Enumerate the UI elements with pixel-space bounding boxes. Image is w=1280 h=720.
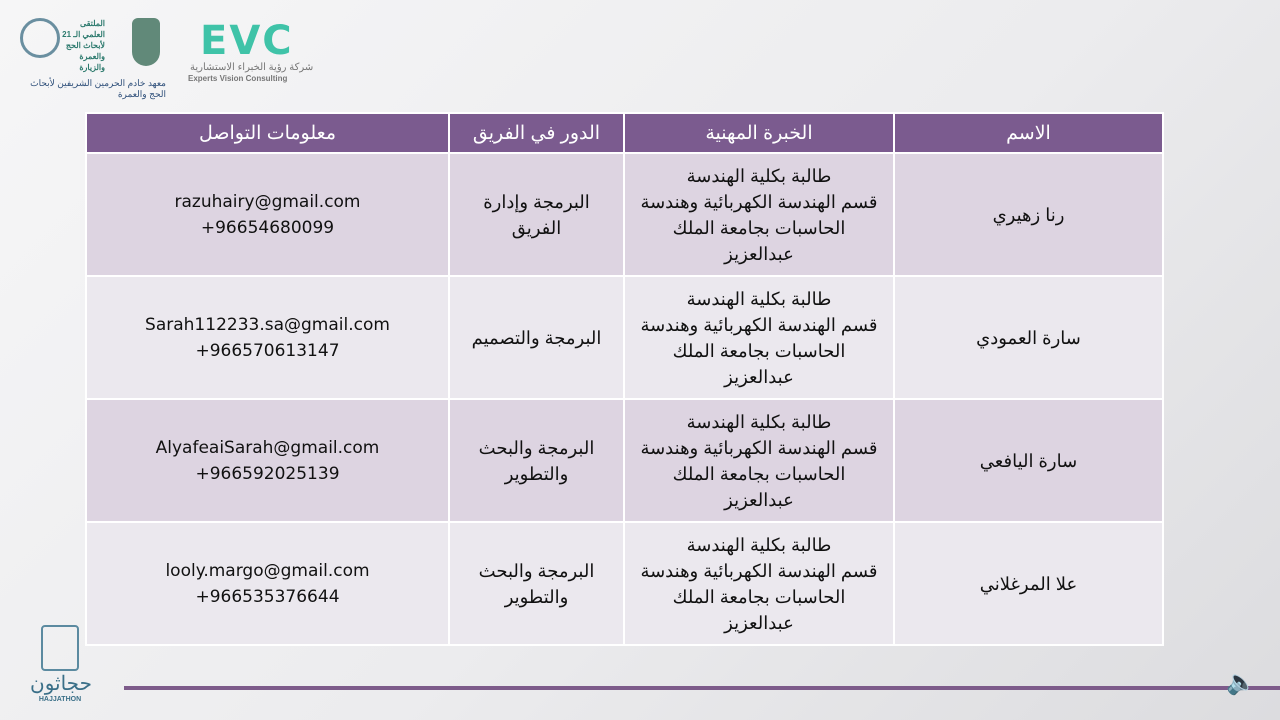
institute-logo: معهد خادم الحرمين الشريفين لأبحاث الحج و… [30,78,166,99]
footer-divider [124,686,1280,690]
member-role-line: البرمجة وإدارة [483,191,590,212]
member-experience-line: الحاسبات بجامعة الملك [672,340,846,361]
speaker-icon[interactable]: 🔈 [1226,669,1256,696]
member-contact-line: AlyafeaiSarah@gmail.com [155,437,380,458]
column-header: الخبرة المهنية [623,112,895,154]
member-name-line: سارة اليافعي [979,450,1078,471]
member-contact: AlyafeaiSarah@gmail.com +966592025139 [85,398,450,523]
member-name-line: رنا زهيري [992,204,1065,225]
member-experience-line: قسم الهندسة الكهربائية وهندسة [640,560,878,581]
member-contact-line: razuhairy@gmail.com [174,191,361,212]
member-role-line: البرمجة والبحث [478,560,595,581]
member-experience: طالبة بكلية الهندسة قسم الهندسة الكهربائي… [623,398,895,523]
team-table: الاسم الخبرة المهنية الدور في الفريق معلوما… [85,112,1164,646]
member-experience-line: الحاسبات بجامعة الملك [672,463,846,484]
member-contact-line: +96654680099 [200,217,335,238]
table-row: سارة العمودي طالبة بكلية الهندسة قسم الهند… [85,275,1164,400]
member-contact-line: looly.margo@gmail.com [165,560,370,581]
hajjathon-english: HAJJATHON [38,696,82,703]
member-experience-line: طالبة بكلية الهندسة [686,411,832,432]
member-experience-line: الحاسبات بجامعة الملك [672,586,846,607]
member-experience-line: عبدالعزيز [724,366,794,387]
member-contact: looly.margo@gmail.com +966535376644 [85,521,450,646]
university-seal-icon [132,18,160,66]
evc-english-name: Experts Vision Consulting [188,74,288,83]
member-experience-line: قسم الهندسة الكهربائية وهندسة [640,437,878,458]
member-contact: Sarah112233.sa@gmail.com +966570613147 [85,275,450,400]
table-row: رنا زهيري طالبة بكلية الهندسة قسم الهندسة … [85,152,1164,277]
evc-logo: EVC [200,18,294,64]
table-row: علا المرغلاني طالبة بكلية الهندسة قسم الهن… [85,521,1164,646]
table-row: سارة اليافعي طالبة بكلية الهندسة قسم الهند… [85,398,1164,523]
member-experience: طالبة بكلية الهندسة قسم الهندسة الكهربائي… [623,521,895,646]
member-contact-line: +966570613147 [195,340,340,361]
member-experience: طالبة بكلية الهندسة قسم الهندسة الكهربائي… [623,152,895,277]
member-role: البرمجة والبحث والتطوير [448,398,625,523]
member-role: البرمجة والبحث والتطوير [448,521,625,646]
member-experience-line: الحاسبات بجامعة الملك [672,217,846,238]
member-experience-line: عبدالعزيز [724,243,794,264]
member-experience-line: قسم الهندسة الكهربائية وهندسة [640,314,878,335]
column-header: معلومات التواصل [85,112,450,154]
evc-arabic-name: شركة رؤية الخبراء الاستشارية [190,62,314,73]
member-role: البرمجة وإدارة الفريق [448,152,625,277]
member-name: سارة العمودي [893,275,1164,400]
member-contact-line: +966592025139 [195,463,340,484]
conference-logo-text: الملتقى العلمي الـ 21 لأبحاث الحج والعمر… [62,19,105,72]
member-name: رنا زهيري [893,152,1164,277]
hajjathon-logo: حجاثون HAJJATHON [30,625,92,703]
member-experience-line: عبدالعزيز [724,612,794,633]
member-experience-line: طالبة بكلية الهندسة [686,165,832,186]
member-role-line: الفريق [511,217,562,238]
member-experience-line: عبدالعزيز [724,489,794,510]
member-name-line: سارة العمودي [976,327,1081,348]
member-name-line: علا المرغلاني [979,573,1078,594]
member-experience-line: طالبة بكلية الهندسة [686,534,832,555]
column-header: الدور في الفريق [448,112,625,154]
member-role: البرمجة والتصميم [448,275,625,400]
column-header: الاسم [893,112,1164,154]
member-experience-line: طالبة بكلية الهندسة [686,288,832,309]
member-experience: طالبة بكلية الهندسة قسم الهندسة الكهربائي… [623,275,895,400]
member-role-line: البرمجة والتصميم [471,327,602,348]
member-role-line: البرمجة والبحث [478,437,595,458]
member-experience-line: قسم الهندسة الكهربائية وهندسة [640,191,878,212]
member-name: سارة اليافعي [893,398,1164,523]
member-contact-line: +966535376644 [195,586,340,607]
hajjathon-arabic: حجاثون [30,673,92,695]
member-role-line: والتطوير [504,586,569,607]
hajjathon-cube-icon [41,625,79,671]
member-contact: razuhairy@gmail.com +96654680099 [85,152,450,277]
member-role-line: والتطوير [504,463,569,484]
member-name: علا المرغلاني [893,521,1164,646]
member-contact-line: Sarah112233.sa@gmail.com [145,314,390,335]
conference-logo-icon [20,18,60,58]
